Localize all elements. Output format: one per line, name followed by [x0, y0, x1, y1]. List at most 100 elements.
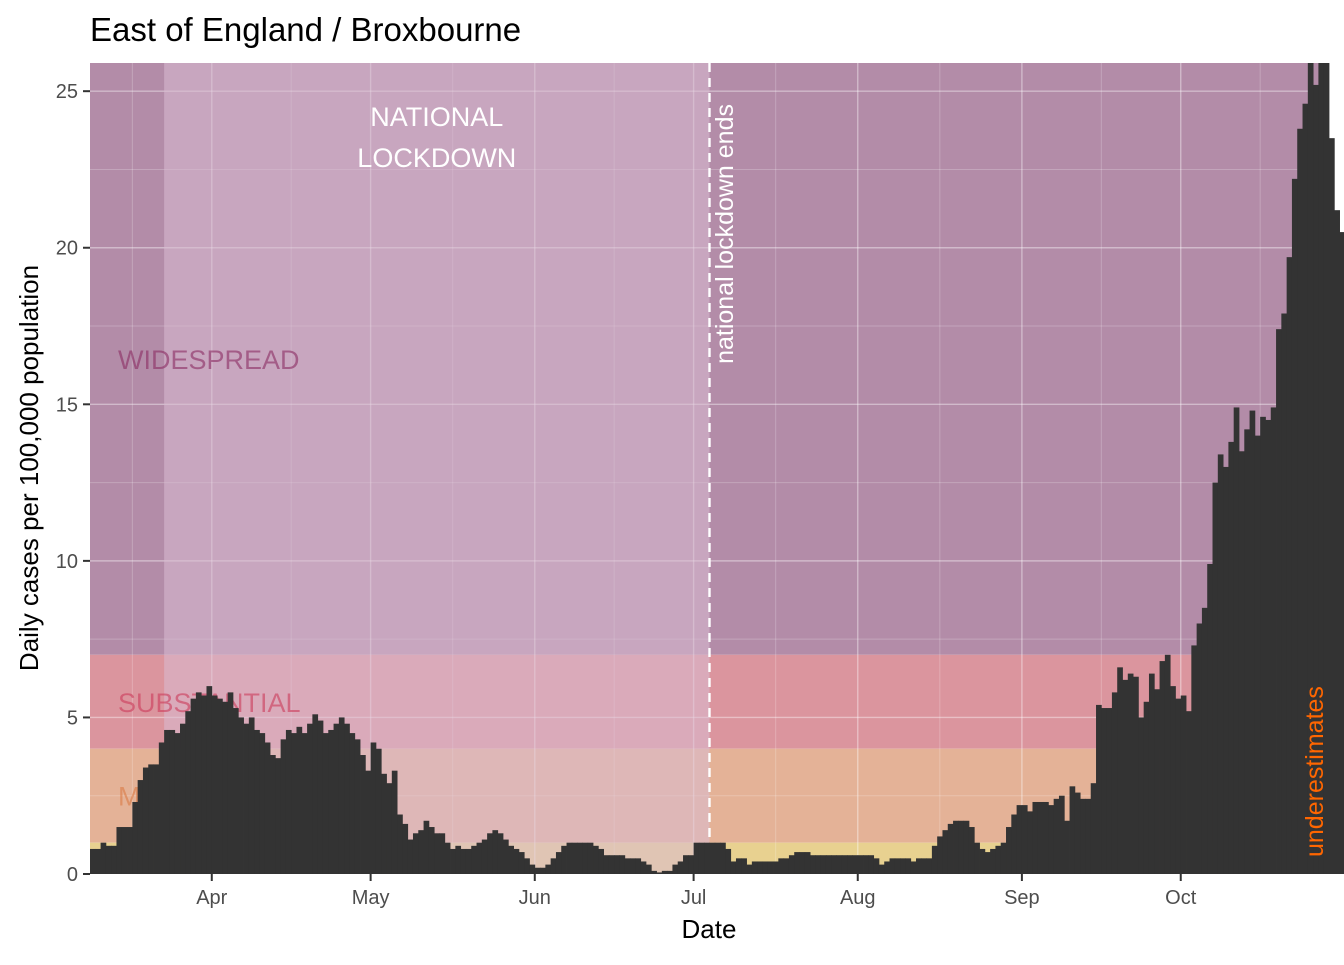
bar-68 [450, 848, 456, 874]
bar-120 [725, 848, 732, 874]
bar-30 [248, 717, 255, 874]
bar-209 [1196, 623, 1203, 874]
y-tick-label-1: 5 [67, 707, 78, 729]
bar-142 [841, 855, 848, 874]
bar-122 [735, 858, 742, 874]
bar-175 [1016, 805, 1023, 874]
bar-172 [1000, 842, 1007, 874]
bar-52 [365, 770, 372, 874]
bar-34 [270, 755, 276, 874]
bar-29 [243, 723, 250, 874]
y-tick-label-0: 0 [67, 864, 78, 886]
bar-226 [1286, 257, 1293, 874]
bar-41 [307, 723, 313, 874]
bar-74 [481, 839, 488, 874]
bar-35 [275, 758, 282, 874]
bar-157 [921, 858, 927, 874]
bar-18 [185, 711, 192, 874]
bar-220 [1254, 435, 1261, 874]
bar-106 [651, 870, 657, 874]
bar-24 [217, 698, 223, 874]
bar-23 [211, 695, 218, 874]
bar-102 [630, 858, 636, 874]
bar-201 [1154, 689, 1160, 874]
bar-234 [1329, 138, 1335, 874]
bar-105 [645, 864, 652, 874]
bar-132 [788, 855, 795, 874]
bar-11 [148, 764, 154, 874]
bar-50 [354, 739, 361, 874]
bar-67 [444, 842, 451, 874]
bar-184 [1064, 820, 1070, 874]
bar-230 [1307, 63, 1314, 874]
bar-17 [180, 723, 186, 874]
bar-110 [672, 864, 679, 874]
bar-236 [1339, 232, 1344, 874]
bar-40 [301, 733, 308, 874]
bar-109 [667, 870, 673, 874]
x-tick-label-apr: Apr [196, 887, 227, 909]
bar-127 [762, 861, 769, 874]
bar-147 [868, 855, 875, 874]
x-axis-title: Date [682, 914, 737, 944]
bar-64 [428, 827, 435, 874]
bar-185 [1069, 786, 1076, 874]
bar-148 [873, 858, 880, 874]
bar-layer [90, 63, 1344, 875]
bar-182 [1053, 798, 1060, 874]
bar-183 [1058, 795, 1065, 874]
bar-44 [322, 733, 329, 874]
bar-135 [804, 852, 811, 874]
bar-104 [640, 861, 647, 874]
bar-194 [1117, 667, 1123, 874]
bar-139 [825, 855, 832, 874]
bar-155 [910, 861, 917, 874]
bar-203 [1164, 654, 1171, 874]
lockdown-end-label: national lockdown ends [711, 104, 739, 364]
bar-161 [942, 830, 949, 874]
bar-196 [1127, 673, 1134, 874]
bar-59 [402, 823, 409, 874]
bar-126 [757, 861, 763, 874]
bar-36 [280, 739, 287, 874]
bar-118 [714, 842, 721, 874]
bar-12 [153, 764, 160, 874]
bar-232 [1318, 63, 1325, 874]
axes-layer: 0 5 10 15 20 25 Apr May Jun Jul Aug Sep Oct [56, 81, 1197, 909]
bar-221 [1260, 416, 1266, 874]
bar-137 [815, 855, 822, 874]
bar-198 [1138, 717, 1145, 874]
bar-83 [529, 864, 536, 874]
bar-85 [540, 867, 546, 874]
bar-65 [434, 833, 440, 874]
bar-79 [508, 845, 514, 874]
bar-56 [386, 783, 393, 874]
bar-33 [264, 742, 271, 874]
bar-149 [878, 864, 885, 874]
x-tick-label-jul: Jul [681, 887, 707, 909]
bar-31 [254, 729, 260, 874]
band-label-widespread: WIDESPREAD [118, 345, 300, 375]
bar-80 [513, 848, 520, 874]
bar-92 [577, 842, 583, 874]
lockdown-label-line1: NATIONAL [370, 102, 503, 132]
bar-76 [492, 830, 499, 874]
bar-192 [1106, 708, 1113, 874]
bar-116 [704, 842, 710, 874]
bar-19 [190, 698, 197, 874]
bar-129 [773, 861, 779, 874]
bar-57 [391, 770, 398, 874]
bar-77 [497, 833, 504, 874]
bar-61 [412, 833, 419, 874]
bar-13 [158, 742, 165, 874]
bar-5 [116, 827, 123, 874]
bar-123 [741, 858, 747, 874]
bar-223 [1270, 407, 1277, 874]
bar-108 [661, 870, 668, 874]
bar-86 [545, 864, 552, 874]
bar-95 [593, 845, 599, 874]
bar-27 [232, 708, 239, 874]
bar-162 [947, 823, 954, 874]
bar-1 [95, 848, 101, 874]
